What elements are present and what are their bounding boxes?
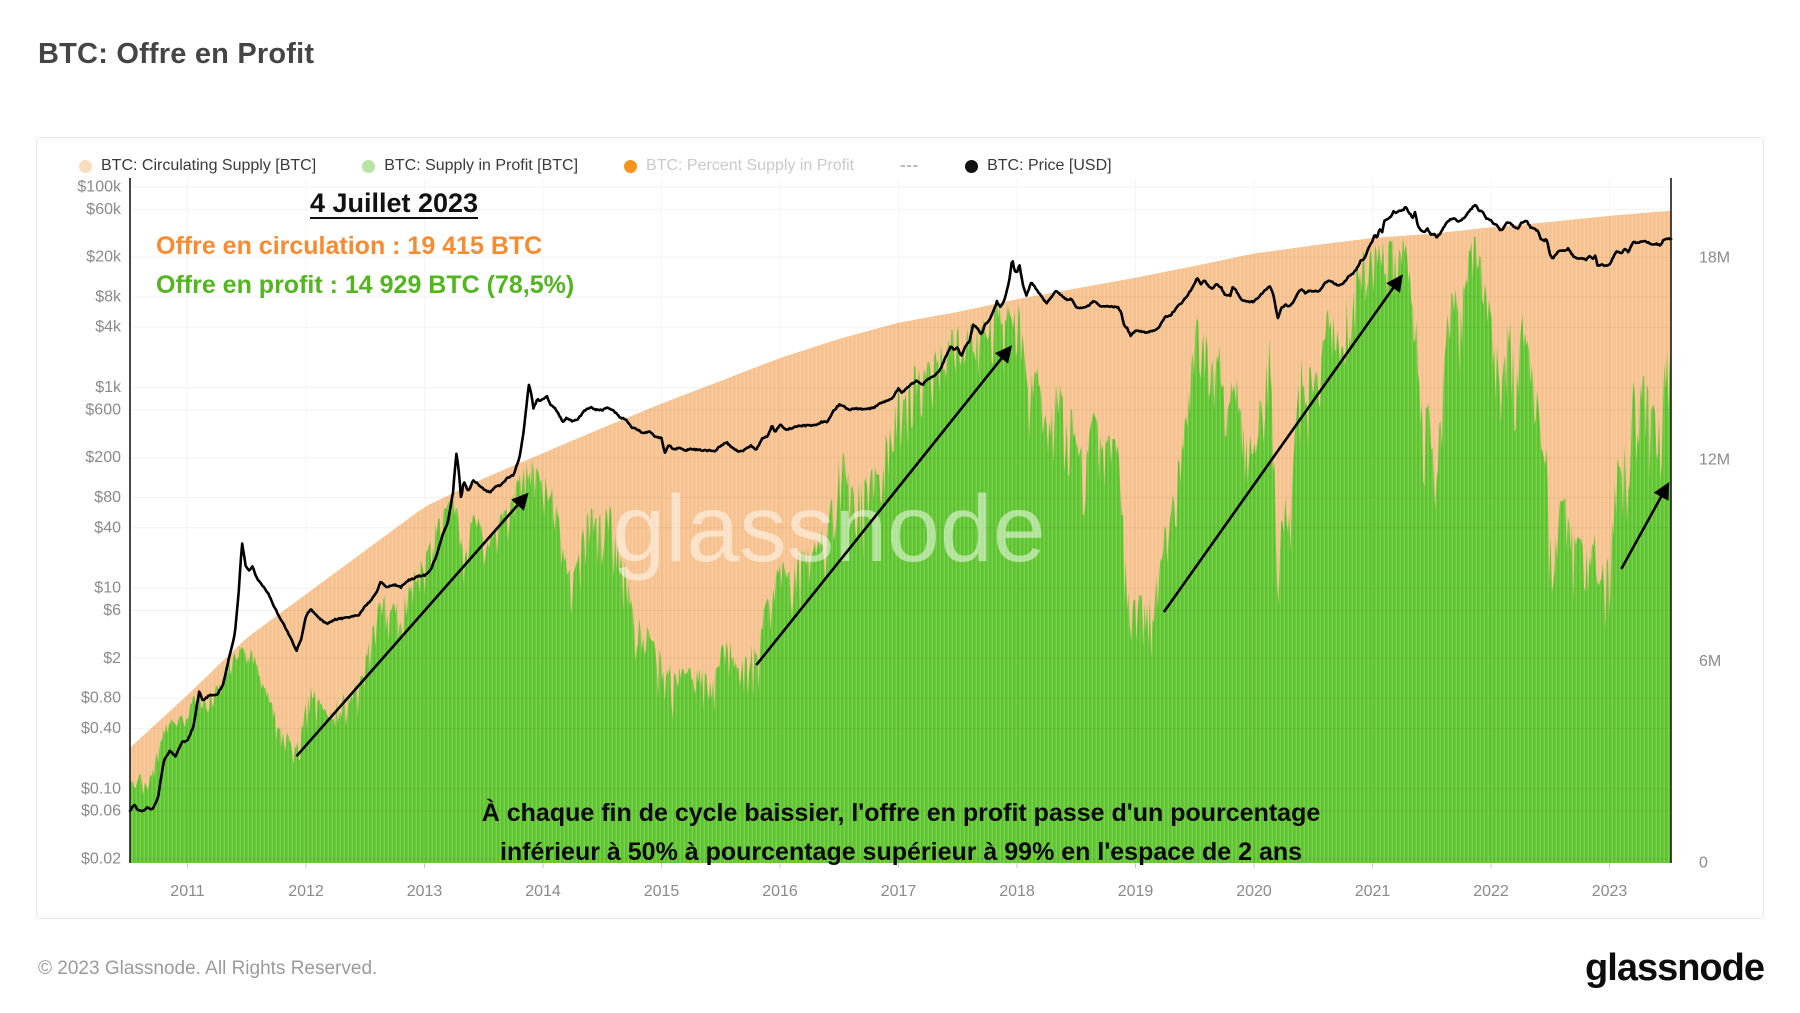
cycle-arrow	[1162, 274, 1403, 613]
supply-axis-tick-label: 0	[1699, 855, 1708, 872]
legend-item-4[interactable]: ---	[900, 157, 919, 175]
price-axis-tick-label: $40	[94, 519, 121, 536]
year-axis-tick-label: 2021	[1355, 883, 1391, 900]
legend-item-2[interactable]: BTC: Supply in Profit [BTC]	[362, 157, 578, 175]
chart-card: BTC: Circulating Supply [BTC] BTC: Supply…	[36, 137, 1764, 919]
price-axis-tick-label: $0.06	[81, 803, 121, 820]
price-axis-tick-label: $6	[103, 602, 121, 619]
price-axis-tick-label: $4k	[95, 319, 122, 336]
price-axis-tick-label: $200	[85, 449, 121, 466]
price-axis-tick-label: $8k	[95, 289, 122, 306]
year-axis-tick-label: 2013	[407, 883, 443, 900]
price-axis-tick-label: $2	[103, 650, 121, 667]
supply-axis-tick-label: 12M	[1699, 451, 1730, 468]
supply-axis-tick-label: 18M	[1699, 250, 1730, 267]
page-title: BTC: Offre en Profit	[38, 38, 315, 70]
year-axis-tick-label: 2018	[999, 883, 1035, 900]
price-axis-tick-label: $1k	[95, 379, 122, 396]
price-axis-tick-label: $60k	[86, 201, 122, 218]
price-axis-tick-label: $0.02	[81, 850, 121, 867]
legend-item-3[interactable]: BTC: Percent Supply in Profit	[624, 157, 854, 175]
price-axis-tick-label: $100k	[77, 179, 122, 196]
year-axis-tick-label: 2020	[1236, 883, 1272, 900]
legend-label: BTC: Percent Supply in Profit	[646, 157, 855, 174]
glassnode-logo: glassnode	[1585, 947, 1765, 989]
price-axis-tick-label: $0.80	[81, 690, 121, 707]
year-axis-tick-label: 2023	[1592, 883, 1628, 900]
price-axis-tick-label: $0.40	[81, 720, 121, 737]
price-axis-tick-label: $0.10	[81, 780, 121, 797]
legend-swatch-icon	[624, 159, 638, 173]
cycle-arrow	[295, 492, 529, 758]
year-axis-tick-label: 2019	[1118, 883, 1154, 900]
year-axis-tick-label: 2012	[288, 883, 324, 900]
legend-item-5[interactable]: BTC: Price [USD]	[965, 157, 1112, 175]
legend-label: BTC: Circulating Supply [BTC]	[101, 157, 317, 174]
copyright-text: © 2023 Glassnode. All Rights Reserved.	[38, 958, 378, 979]
legend-label: BTC: Price [USD]	[987, 157, 1112, 174]
supply-axis-tick-label: 6M	[1699, 653, 1721, 670]
price-axis-tick-label: $600	[85, 401, 121, 418]
legend-item-1[interactable]: BTC: Circulating Supply [BTC]	[79, 157, 316, 175]
price-axis-tick-label: $80	[94, 489, 121, 506]
legend-swatch-icon	[965, 159, 979, 173]
year-axis-tick-label: 2022	[1473, 883, 1509, 900]
price-axis-tick-label: $20k	[86, 249, 122, 266]
year-axis-tick-label: 2014	[525, 883, 561, 900]
year-axis-tick-label: 2017	[881, 883, 917, 900]
year-axis-tick-label: 2011	[170, 883, 205, 900]
glassnode-watermark: glassnode	[612, 476, 1045, 582]
price-axis-tick-label: $10	[94, 580, 121, 597]
legend-label: BTC: Supply in Profit [BTC]	[384, 157, 579, 174]
legend-swatch-icon	[362, 159, 376, 173]
year-axis-tick-label: 2015	[644, 883, 680, 900]
cycle-arrow	[1620, 482, 1670, 570]
legend-swatch-icon	[79, 159, 92, 173]
cycle-arrow	[755, 345, 1013, 666]
year-axis-tick-label: 2016	[762, 883, 798, 900]
price-supply-chart[interactable]: glassnode $100k $60k $20k $8k $4k $1k $600 $200 $…	[37, 138, 1765, 920]
chart-legend: BTC: Circulating Supply [BTC] BTC: Supply…	[79, 146, 1112, 186]
price-line	[128, 203, 1673, 813]
legend-dashed-line-icon: ---	[900, 157, 920, 174]
